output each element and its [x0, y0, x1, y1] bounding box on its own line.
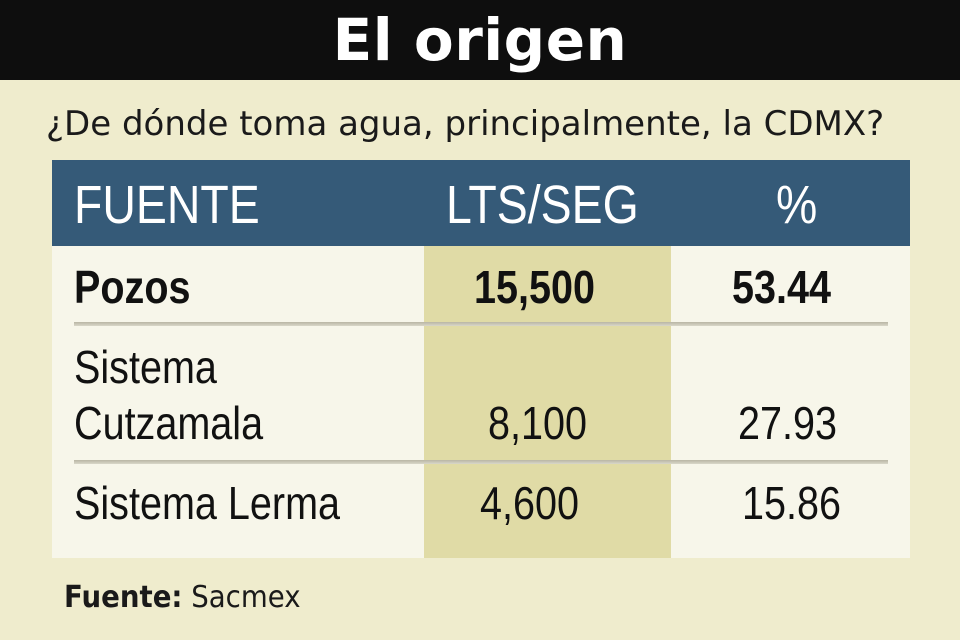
- table-row: Pozos 15,500 53.44: [52, 246, 910, 324]
- table-row: Sistema Cutzamala 8,100 27.93: [52, 326, 910, 460]
- row-fuente: Sistema: [74, 341, 217, 393]
- data-table: FUENTE LTS/SEG % Pozos 15,500 53.44 Sist…: [52, 160, 910, 558]
- row-lts-seg: 15,500: [474, 261, 596, 313]
- header-fuente: FUENTE: [74, 175, 260, 235]
- source-note: Fuente: Sacmex: [64, 580, 301, 615]
- row-fuente-line2: Cutzamala: [74, 397, 264, 449]
- chart-subtitle: ¿De dónde toma agua, principalmente, la …: [46, 104, 885, 144]
- title-bar: El origen: [0, 0, 960, 80]
- row-fuente: Sistema Lerma: [74, 477, 341, 529]
- row-lts-seg: 8,100: [488, 397, 588, 449]
- row-divider: [74, 460, 888, 464]
- row-percent: 27.93: [738, 397, 838, 449]
- source-label: Fuente:: [64, 580, 183, 615]
- row-percent: 15.86: [742, 477, 842, 529]
- chart-title: El origen: [332, 6, 628, 74]
- row-fuente: Pozos: [74, 261, 191, 313]
- source-value: Sacmex: [191, 580, 301, 615]
- header-percent: %: [776, 175, 818, 235]
- table-row: Sistema Lerma 4,600 15.86: [52, 464, 910, 558]
- table-header: FUENTE LTS/SEG %: [52, 160, 910, 246]
- row-divider: [74, 322, 888, 326]
- header-lts-seg: LTS/SEG: [446, 175, 639, 235]
- highlight-column: [424, 246, 671, 558]
- row-percent: 53.44: [732, 261, 832, 313]
- row-lts-seg: 4,600: [480, 477, 580, 529]
